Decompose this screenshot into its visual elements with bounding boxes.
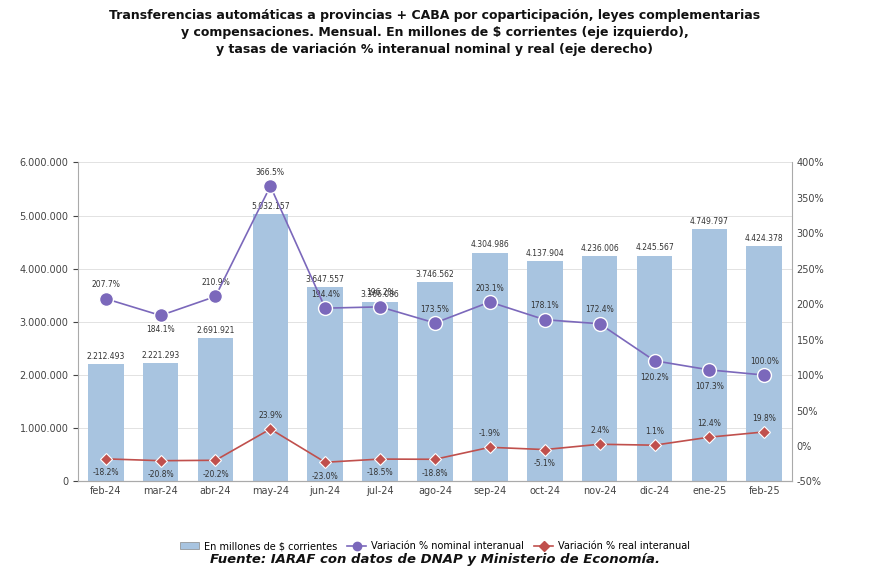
Text: -20.8%: -20.8% <box>147 470 174 479</box>
Text: 2.691.921: 2.691.921 <box>196 326 235 335</box>
Legend: En millones de $ corrientes, Variación % nominal interanual, Variación % real in: En millones de $ corrientes, Variación %… <box>176 537 693 555</box>
Text: 196.2%: 196.2% <box>365 288 394 298</box>
Bar <box>252 214 288 481</box>
Text: 210.9%: 210.9% <box>201 278 229 287</box>
Text: 4.245.567: 4.245.567 <box>634 244 673 252</box>
Text: 2.212.493: 2.212.493 <box>86 351 125 361</box>
Text: -1.9%: -1.9% <box>479 429 501 438</box>
Text: Fuente: IARAF con datos de DNAP y Ministerio de Economía.: Fuente: IARAF con datos de DNAP y Minist… <box>209 553 660 566</box>
Bar <box>143 363 178 481</box>
Text: 178.1%: 178.1% <box>530 302 559 310</box>
Bar <box>88 364 123 481</box>
Text: 23.9%: 23.9% <box>258 411 282 419</box>
Text: 3.647.557: 3.647.557 <box>306 276 344 284</box>
Text: 3.746.562: 3.746.562 <box>415 270 454 279</box>
Bar <box>197 338 233 481</box>
Text: 107.3%: 107.3% <box>694 382 723 391</box>
Text: -18.8%: -18.8% <box>421 469 448 478</box>
Text: 5.032.157: 5.032.157 <box>251 202 289 211</box>
Text: 4.424.378: 4.424.378 <box>744 234 783 243</box>
Text: 172.4%: 172.4% <box>585 305 614 314</box>
Text: 12.4%: 12.4% <box>697 419 720 428</box>
Text: 203.1%: 203.1% <box>475 284 504 292</box>
Text: 366.5%: 366.5% <box>255 168 284 177</box>
Text: -20.2%: -20.2% <box>202 470 229 478</box>
Text: 194.4%: 194.4% <box>310 290 339 299</box>
Text: 4.749.797: 4.749.797 <box>689 217 728 226</box>
Text: -18.2%: -18.2% <box>92 468 119 477</box>
Bar <box>472 252 507 481</box>
Text: 4.236.006: 4.236.006 <box>580 244 619 253</box>
Bar <box>417 282 453 481</box>
Text: y compensaciones. Mensual. En millones de $ corrientes (eje izquierdo),: y compensaciones. Mensual. En millones d… <box>181 26 688 39</box>
Bar <box>746 246 781 481</box>
Text: 2.221.293: 2.221.293 <box>142 351 180 360</box>
Text: 4.304.986: 4.304.986 <box>470 240 508 249</box>
Bar <box>307 288 342 481</box>
Text: -18.5%: -18.5% <box>367 469 393 477</box>
Text: 1.1%: 1.1% <box>644 427 663 436</box>
Text: 184.1%: 184.1% <box>146 325 175 334</box>
Text: -23.0%: -23.0% <box>311 472 338 481</box>
Text: 207.7%: 207.7% <box>91 280 120 289</box>
Bar <box>362 302 397 481</box>
Text: y tasas de variación % interanual nominal y real (eje derecho): y tasas de variación % interanual nomina… <box>216 44 653 56</box>
Text: 4.137.904: 4.137.904 <box>525 249 563 258</box>
Text: 3.366.086: 3.366.086 <box>361 290 399 299</box>
Text: 100.0%: 100.0% <box>749 357 778 365</box>
Bar <box>527 262 562 481</box>
Bar <box>581 256 617 481</box>
Text: 173.5%: 173.5% <box>420 304 449 314</box>
Text: 120.2%: 120.2% <box>640 373 668 382</box>
Bar <box>691 229 726 481</box>
Text: Transferencias automáticas a provincias + CABA por coparticipación, leyes comple: Transferencias automáticas a provincias … <box>109 9 760 21</box>
Text: 2.4%: 2.4% <box>589 426 608 435</box>
Text: 19.8%: 19.8% <box>752 414 775 423</box>
Text: -5.1%: -5.1% <box>534 459 555 468</box>
Bar <box>636 256 672 481</box>
